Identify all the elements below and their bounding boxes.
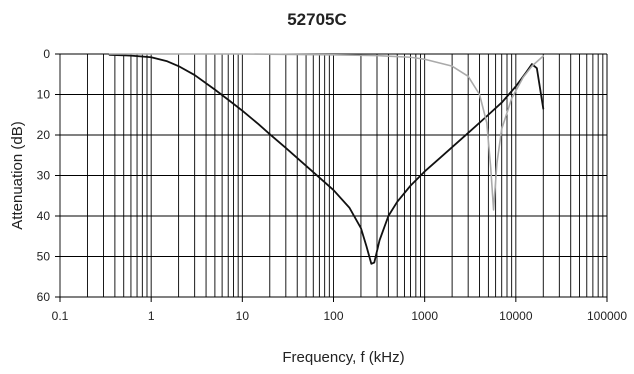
y-tick-label: 10 — [37, 88, 51, 102]
y-axis-label: Attenuation (dB) — [9, 121, 26, 229]
series-line-2 — [108, 53, 545, 211]
x-tick-label: 100 — [323, 309, 343, 323]
chart-title: 52705C — [287, 10, 347, 29]
y-tick-label: 20 — [37, 128, 51, 142]
y-tick-label: 60 — [37, 290, 51, 304]
x-tick-label: 1 — [148, 309, 155, 323]
x-tick-label: 100000 — [587, 309, 627, 323]
y-tick-label: 30 — [37, 169, 51, 183]
x-tick-label: 1000 — [411, 309, 438, 323]
y-tick-label: 50 — [37, 250, 51, 264]
x-axis-label: Frequency, f (kHz) — [282, 349, 404, 366]
x-tick-label: 0.1 — [52, 309, 69, 323]
x-tick-label: 10000 — [499, 309, 533, 323]
series-line-1 — [108, 53, 545, 265]
y-tick-label: 40 — [37, 209, 51, 223]
x-tick-label: 10 — [236, 309, 250, 323]
y-tick-label: 0 — [43, 47, 50, 61]
